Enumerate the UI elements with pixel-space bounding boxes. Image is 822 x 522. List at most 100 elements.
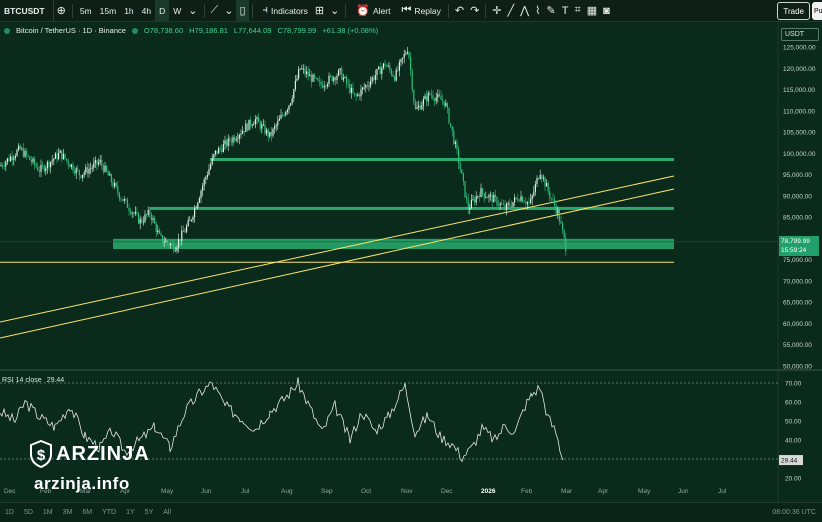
candle-body: [429, 92, 431, 95]
chevron-down-icon[interactable]: ⌄: [188, 5, 198, 17]
candle-body: [35, 164, 37, 167]
resistance-zone[interactable]: [210, 158, 674, 162]
layout-icon[interactable]: ▦: [586, 5, 598, 17]
trade-button[interactable]: Trade: [777, 2, 810, 20]
add-symbol-icon[interactable]: ⊕: [56, 5, 66, 17]
crosshair-icon[interactable]: ✛: [492, 5, 502, 17]
range-ytd[interactable]: YTD: [102, 509, 117, 516]
range-1y[interactable]: 1Y: [126, 509, 135, 516]
divider: [251, 3, 253, 18]
chevron-down-icon[interactable]: ⌄: [224, 5, 234, 17]
time-tick-label: Oct: [361, 488, 371, 495]
support-zone-main[interactable]: [113, 238, 674, 250]
candle-body: [21, 148, 23, 150]
templates-icon[interactable]: ⊞: [314, 5, 325, 17]
candle-body: [365, 85, 367, 88]
path-icon[interactable]: ⌇: [535, 5, 541, 17]
candle-body: [125, 198, 127, 200]
candle-body: [498, 205, 500, 206]
line-chart-icon[interactable]: ⟋: [210, 4, 219, 16]
support-zone-mid[interactable]: [150, 206, 674, 210]
range-5d[interactable]: 5D: [23, 509, 33, 516]
candle-body: [58, 153, 60, 160]
utc-clock[interactable]: 08:00:36 UTC: [772, 509, 816, 516]
candle-body: [166, 240, 168, 243]
timeframe-5m[interactable]: 5m: [79, 5, 92, 16]
currency-button[interactable]: USDT: [781, 28, 819, 41]
alert-button[interactable]: ⏰ Alert: [349, 0, 394, 22]
range-1d[interactable]: 1D: [5, 509, 14, 516]
watermark-name: ARZINJA: [56, 442, 150, 465]
candle-body: [85, 167, 87, 173]
time-tick-label: Apr: [120, 488, 131, 495]
candle-body: [474, 199, 476, 203]
candle-body: [245, 123, 247, 132]
candle-body: [538, 178, 540, 180]
candle-body: [446, 103, 448, 109]
timeframe-4h[interactable]: 4h: [141, 5, 152, 16]
candle-body: [541, 175, 543, 179]
timeframe-w[interactable]: W: [173, 5, 182, 16]
divider: [485, 3, 487, 18]
candle-body: [549, 191, 551, 199]
text-icon[interactable]: T: [561, 4, 569, 17]
candle-body: [558, 209, 560, 222]
candle-body: [123, 198, 125, 201]
candle-body: [320, 81, 322, 85]
candle-body: [488, 195, 490, 198]
range-5y[interactable]: 5Y: [144, 509, 154, 516]
redo-icon[interactable]: ↷: [470, 5, 480, 17]
chevron-down-icon[interactable]: ⌄: [330, 5, 340, 17]
timeframe-15m[interactable]: 15m: [99, 5, 117, 16]
undo-icon[interactable]: ↶: [454, 5, 465, 17]
chart-canvas[interactable]: 125,000.00 120,000.00 115,000.00 110,000.00…: [0, 0, 822, 502]
candles-icon[interactable]: ▯: [236, 0, 249, 22]
range-3m[interactable]: 3M: [62, 509, 73, 516]
candle-body: [118, 192, 120, 199]
rsi-line[interactable]: [0, 377, 564, 463]
range-all[interactable]: All: [163, 509, 172, 516]
candle-body: [355, 94, 357, 96]
candle-body: [418, 105, 420, 108]
candle-body: [70, 164, 72, 168]
candle-body: [254, 119, 256, 125]
camera-icon[interactable]: ◙: [603, 4, 610, 17]
replay-icon: ⏮: [401, 4, 412, 16]
timeframe-1h[interactable]: 1h: [124, 5, 134, 16]
zigzag-icon[interactable]: ⋀: [520, 5, 530, 17]
legend-high: H79,186.81: [189, 26, 228, 35]
rsi-legend[interactable]: RSI 14 close 29.44: [2, 377, 69, 384]
candle-body: [131, 212, 133, 214]
candle-body: [114, 182, 116, 187]
publish-button[interactable]: Pu: [812, 2, 822, 20]
rsi-value: 29.44: [46, 377, 65, 384]
symbol-search[interactable]: BTCUSDT: [0, 0, 54, 22]
range-1m[interactable]: 1M: [42, 509, 53, 516]
candle-body: [518, 200, 520, 202]
indicators-icon: ⫞: [262, 4, 269, 16]
candle-body: [371, 77, 373, 82]
indicators-button[interactable]: ⫞ Indicators: [256, 0, 312, 22]
trendline-lower[interactable]: [0, 188, 675, 339]
candle-body: [134, 211, 136, 214]
candle-body: [138, 213, 140, 224]
candle-body: [403, 54, 405, 58]
divider: [345, 3, 347, 18]
fib-icon[interactable]: ⌗: [574, 4, 581, 16]
replay-button[interactable]: ⏮ Replay: [394, 0, 444, 22]
candle-body: [475, 196, 477, 203]
legend-title[interactable]: Bitcoin / TetherUS · 1D · Binance: [16, 26, 126, 35]
candle-body: [349, 84, 351, 93]
trendline-icon[interactable]: ╱: [507, 5, 515, 17]
price-tick-label: 55,000.00: [783, 342, 812, 349]
top-toolbar: BTCUSDT ⊕ 5m 15m 1h 4h D W ⌄ ⟋ ⌄ ▯ ⫞ Indi…: [0, 0, 822, 22]
range-6m[interactable]: 6M: [82, 509, 93, 516]
candle-body: [470, 199, 472, 209]
candle-body: [90, 168, 92, 170]
candle-body: [190, 219, 192, 221]
trendline-upper[interactable]: [0, 175, 675, 323]
timeframe-d[interactable]: D: [155, 0, 170, 22]
candle-body: [504, 204, 506, 210]
brush-icon[interactable]: ✎: [546, 5, 556, 17]
candle-body: [379, 66, 381, 74]
